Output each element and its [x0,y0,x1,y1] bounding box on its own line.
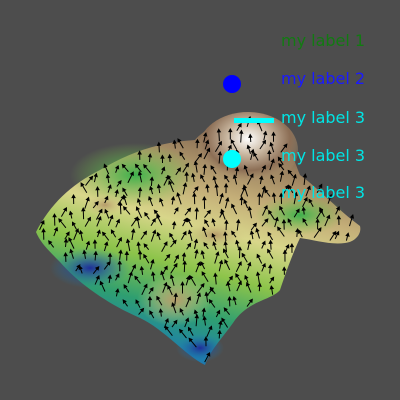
terrain-blue-area [176,334,224,362]
terrain-green-area [255,195,345,235]
vector-arrow-head [304,174,307,177]
vector-arrow-head [329,195,332,198]
legend-marker-cyan-line [234,118,274,123]
legend-marker-blue-circle [223,75,241,93]
legend-marker-cyan-circle [223,150,241,168]
terrain-blue-area [50,248,130,288]
vector-arrow-head [173,141,176,144]
vector-arrow-head [158,143,161,146]
vector-arrow-head [319,184,322,187]
vector-arrow-head [351,215,354,218]
